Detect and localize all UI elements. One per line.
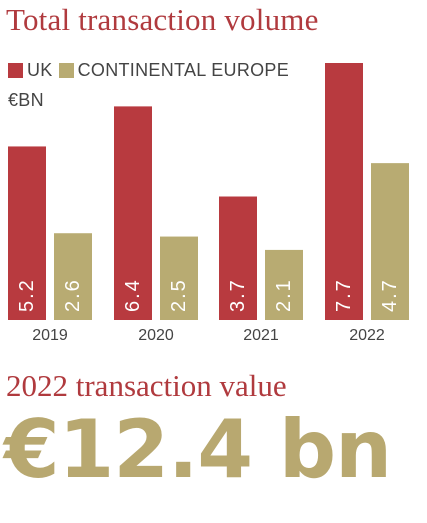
legend-label-continental-europe: CONTINENTAL EUROPE <box>77 60 290 80</box>
data-label-continental-europe-2022: 4.7 <box>379 278 401 312</box>
data-label-uk-2022: 7.7 <box>333 278 355 312</box>
legend: UK CONTINENTAL EUROPE <box>8 60 295 81</box>
bar-uk-2021 <box>219 196 257 320</box>
data-label-continental-europe-2020: 2.5 <box>168 278 190 312</box>
data-label-continental-europe-2021: 2.1 <box>273 278 295 312</box>
bar-uk-2019 <box>8 146 46 320</box>
data-label-continental-europe-2019: 2.6 <box>62 278 84 312</box>
summary-value: €12.4 bn <box>4 403 392 496</box>
x-tick-label-2019: 2019 <box>32 327 68 344</box>
x-tick-label-2022: 2022 <box>349 327 385 344</box>
bar-uk-2022 <box>325 63 363 320</box>
legend-item-continental-europe: CONTINENTAL EUROPE <box>58 60 290 81</box>
legend-swatch-uk <box>8 63 23 78</box>
legend-label-uk: UK <box>27 60 53 80</box>
x-tick-label-2021: 2021 <box>243 327 279 344</box>
chart-title: Total transaction volume <box>6 2 319 37</box>
data-label-uk-2019: 5.2 <box>16 278 38 312</box>
legend-item-uk: UK <box>8 60 53 81</box>
summary-title: 2022 transaction value <box>6 368 287 403</box>
bar-chart: 5.2 2.6 2019 6.4 2.5 2020 3.7 2.1 2021 7.7 4.7 2022 <box>8 63 409 344</box>
legend-swatch-continental-europe <box>58 63 74 78</box>
bar-continental-europe-2019 <box>54 233 92 320</box>
bar-continental-europe-2022 <box>371 163 409 320</box>
bar-uk-2020 <box>114 106 152 320</box>
unit-label: €BN <box>8 90 44 110</box>
x-tick-label-2020: 2020 <box>138 327 174 344</box>
data-label-uk-2020: 6.4 <box>122 278 144 312</box>
data-label-uk-2021: 3.7 <box>227 278 249 312</box>
bar-continental-europe-2021 <box>265 249 303 320</box>
bar-continental-europe-2020 <box>160 236 198 320</box>
